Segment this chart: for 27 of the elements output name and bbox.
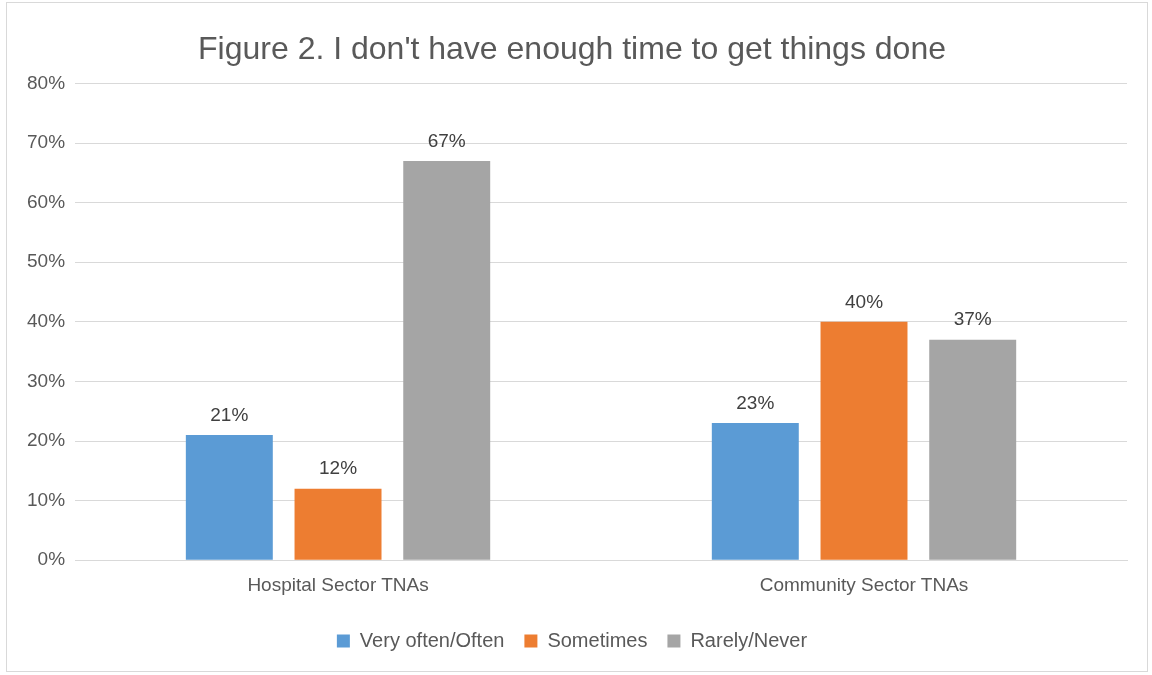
x-tick-label: Community Sector TNAs: [759, 573, 969, 595]
data-label: 37%: [953, 308, 992, 330]
y-tick-label: 10%: [27, 488, 66, 510]
bar: [711, 423, 799, 560]
data-label: 23%: [736, 391, 775, 413]
y-tick-label: 70%: [27, 131, 66, 153]
y-tick-label: 80%: [27, 71, 66, 93]
bar: [294, 488, 382, 560]
y-tick-label: 0%: [37, 548, 66, 570]
chart-title: Figure 2. I don't have enough time to get things done: [198, 30, 946, 67]
data-label: 12%: [319, 457, 358, 479]
legend-label: Sometimes: [547, 628, 648, 651]
data-label: 40%: [844, 290, 884, 312]
y-tick-label: 50%: [27, 250, 66, 272]
y-tick-label: 40%: [27, 310, 66, 332]
x-tick-label: Hospital Sector TNAs: [247, 573, 429, 595]
y-tick-label: 30%: [27, 369, 66, 391]
bar: [185, 435, 273, 560]
legend-label: Very often/Often: [359, 628, 505, 651]
bar: [403, 160, 491, 560]
legend-label: Rarely/Never: [690, 628, 808, 651]
bar: [820, 321, 908, 560]
y-tick-label: 20%: [27, 429, 66, 451]
bar: [929, 339, 1017, 560]
data-label: 21%: [210, 403, 249, 425]
data-label: 67%: [427, 129, 466, 151]
y-tick-label: 60%: [27, 190, 66, 212]
